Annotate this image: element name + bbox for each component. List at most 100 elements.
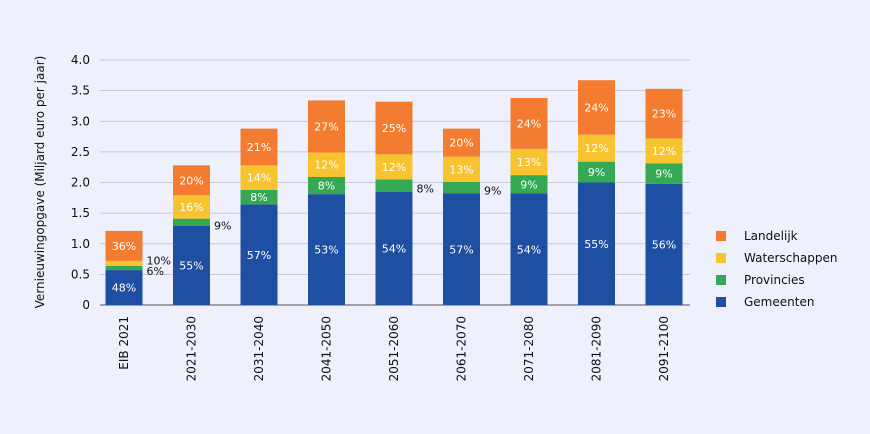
bar-segment-waterschappen xyxy=(510,148,548,176)
bar-segment-provincies xyxy=(443,181,480,194)
data-label-waterschappen: 12% xyxy=(314,159,338,172)
data-label-gemeenten: 54% xyxy=(382,242,406,255)
bar-segment-landelijk xyxy=(173,165,210,196)
bar-segment-gemeenten xyxy=(173,225,210,305)
data-label-provincies: 9% xyxy=(588,166,605,179)
legend-label-landelijk: Landelijk xyxy=(744,229,798,243)
bar-segment-gemeenten xyxy=(578,182,615,305)
bar-segment-gemeenten xyxy=(443,193,480,305)
y-tick-label: 4.0 xyxy=(71,53,90,67)
x-tick-label: 2061-2070 xyxy=(455,316,469,381)
x-tick-label: 2041-2050 xyxy=(320,316,334,381)
data-label-landelijk: 20% xyxy=(179,174,203,187)
data-label-gemeenten: 48% xyxy=(112,282,136,295)
bars: 48% 6%10% 36% 55% 9% 16% 20% 57% 8% 14% 21% 53% 8% 12… xyxy=(105,80,683,305)
bar-segment-provincies xyxy=(375,179,413,192)
bar-segment-landelijk xyxy=(645,88,683,139)
y-tick-label: 1.0 xyxy=(71,237,90,251)
bar-segment-landelijk xyxy=(240,128,278,166)
bar-segment-waterschappen xyxy=(375,154,413,180)
bar-segment-waterschappen xyxy=(443,156,480,182)
bar-segment-provincies xyxy=(578,161,615,183)
x-tick-label: 2071-2080 xyxy=(522,316,536,381)
data-label-gemeenten: 55% xyxy=(179,259,203,272)
bar-segment-landelijk xyxy=(578,80,615,135)
data-label-waterschappen: 12% xyxy=(382,161,406,174)
y-tick-label: 0 xyxy=(82,298,90,312)
x-tick-label: EIB 2021 xyxy=(117,316,131,370)
data-label-gemeenten: 57% xyxy=(247,249,271,262)
bar-segment-provincies xyxy=(173,218,210,226)
data-label-gemeenten: 53% xyxy=(314,244,338,257)
data-label-waterschappen: 13% xyxy=(449,163,473,176)
data-label-waterschappen: 13% xyxy=(517,156,541,169)
y-axis-title: Vernieuwingopgave (Miljard euro per jaar… xyxy=(33,56,47,309)
y-tick-label: 0.5 xyxy=(71,267,90,281)
bar-segment-provincies xyxy=(105,265,143,271)
data-label-provincies: 8% xyxy=(318,180,335,193)
bar-segment-provincies xyxy=(645,163,683,184)
bar-segment-gemeenten xyxy=(308,194,345,305)
data-label-provincies: 8% xyxy=(250,191,267,204)
legend: Landelijk Waterschappen Provincies Gemeente… xyxy=(716,229,838,309)
data-label-provincies: 6% xyxy=(147,265,164,278)
y-axis: 0 0.5 1.0 1.5 2.0 2.5 3.0 3.5 4.0 xyxy=(71,53,90,312)
data-label-waterschappen: 16% xyxy=(179,201,203,214)
legend-label-gemeenten: Gemeenten xyxy=(744,295,814,309)
data-label-gemeenten: 54% xyxy=(517,243,541,256)
y-tick-label: 2.0 xyxy=(71,176,90,190)
y-tick-label: 3.0 xyxy=(71,114,90,128)
data-label-provincies: 9% xyxy=(655,168,672,181)
bar-segment-gemeenten xyxy=(510,193,548,305)
bar-segment-provincies xyxy=(308,176,345,195)
bar-segment-landelijk xyxy=(105,230,143,261)
bar-segment-provincies xyxy=(510,175,548,194)
data-label-landelijk: 21% xyxy=(247,141,271,154)
data-label-landelijk: 36% xyxy=(112,240,136,253)
x-tick-label: 2031-2040 xyxy=(252,316,266,381)
data-label-gemeenten: 57% xyxy=(449,243,473,256)
data-label-waterschappen: 10% xyxy=(147,254,171,267)
data-label-waterschappen: 14% xyxy=(247,172,271,185)
data-label-landelijk: 25% xyxy=(382,122,406,135)
data-label-landelijk: 27% xyxy=(314,120,338,133)
data-label-waterschappen: 12% xyxy=(584,142,608,155)
data-label-provincies: 8% xyxy=(417,183,434,196)
x-tick-label: 2051-2060 xyxy=(387,316,401,381)
bar-segment-gemeenten xyxy=(240,204,278,305)
data-label-landelijk: 24% xyxy=(517,117,541,130)
bar-segment-gemeenten xyxy=(105,270,143,305)
bar-segment-landelijk xyxy=(375,101,413,155)
legend-swatch-gemeenten xyxy=(716,297,726,307)
x-tick-label: 2081-2090 xyxy=(590,316,604,381)
data-label-landelijk: 20% xyxy=(449,137,473,150)
data-label-provincies: 9% xyxy=(484,185,501,198)
legend-label-provincies: Provincies xyxy=(744,273,805,287)
bar-segment-landelijk xyxy=(510,97,548,149)
legend-swatch-waterschappen xyxy=(716,253,726,263)
data-label-landelijk: 24% xyxy=(584,101,608,114)
data-label-gemeenten: 56% xyxy=(652,238,676,251)
legend-label-waterschappen: Waterschappen xyxy=(744,251,838,265)
x-tick-label: 2091-2100 xyxy=(657,316,671,381)
bar-segment-provincies xyxy=(240,189,278,205)
bar-segment-waterschappen xyxy=(240,165,278,190)
bar-segment-landelijk xyxy=(443,128,480,157)
bar-segment-landelijk xyxy=(308,100,345,153)
data-label-waterschappen: 12% xyxy=(652,145,676,158)
data-label-landelijk: 23% xyxy=(652,108,676,121)
x-tick-label: 2021-2030 xyxy=(185,316,199,381)
bar-segment-waterschappen xyxy=(308,152,345,177)
bar-segment-waterschappen xyxy=(173,195,210,219)
data-label-provincies: 9% xyxy=(214,219,231,232)
data-label-provincies: 9% xyxy=(520,178,537,191)
y-tick-label: 1.5 xyxy=(71,206,90,220)
y-tick-label: 2.5 xyxy=(71,145,90,159)
x-axis: EIB 2021 2021-2030 2031-2040 2041-2050 2051-… xyxy=(117,316,671,381)
legend-swatch-landelijk xyxy=(716,231,726,241)
bar-segment-waterschappen xyxy=(578,134,615,162)
bar-segment-gemeenten xyxy=(375,191,413,305)
bar-segment-gemeenten xyxy=(645,183,683,305)
data-label-gemeenten: 55% xyxy=(584,238,608,251)
